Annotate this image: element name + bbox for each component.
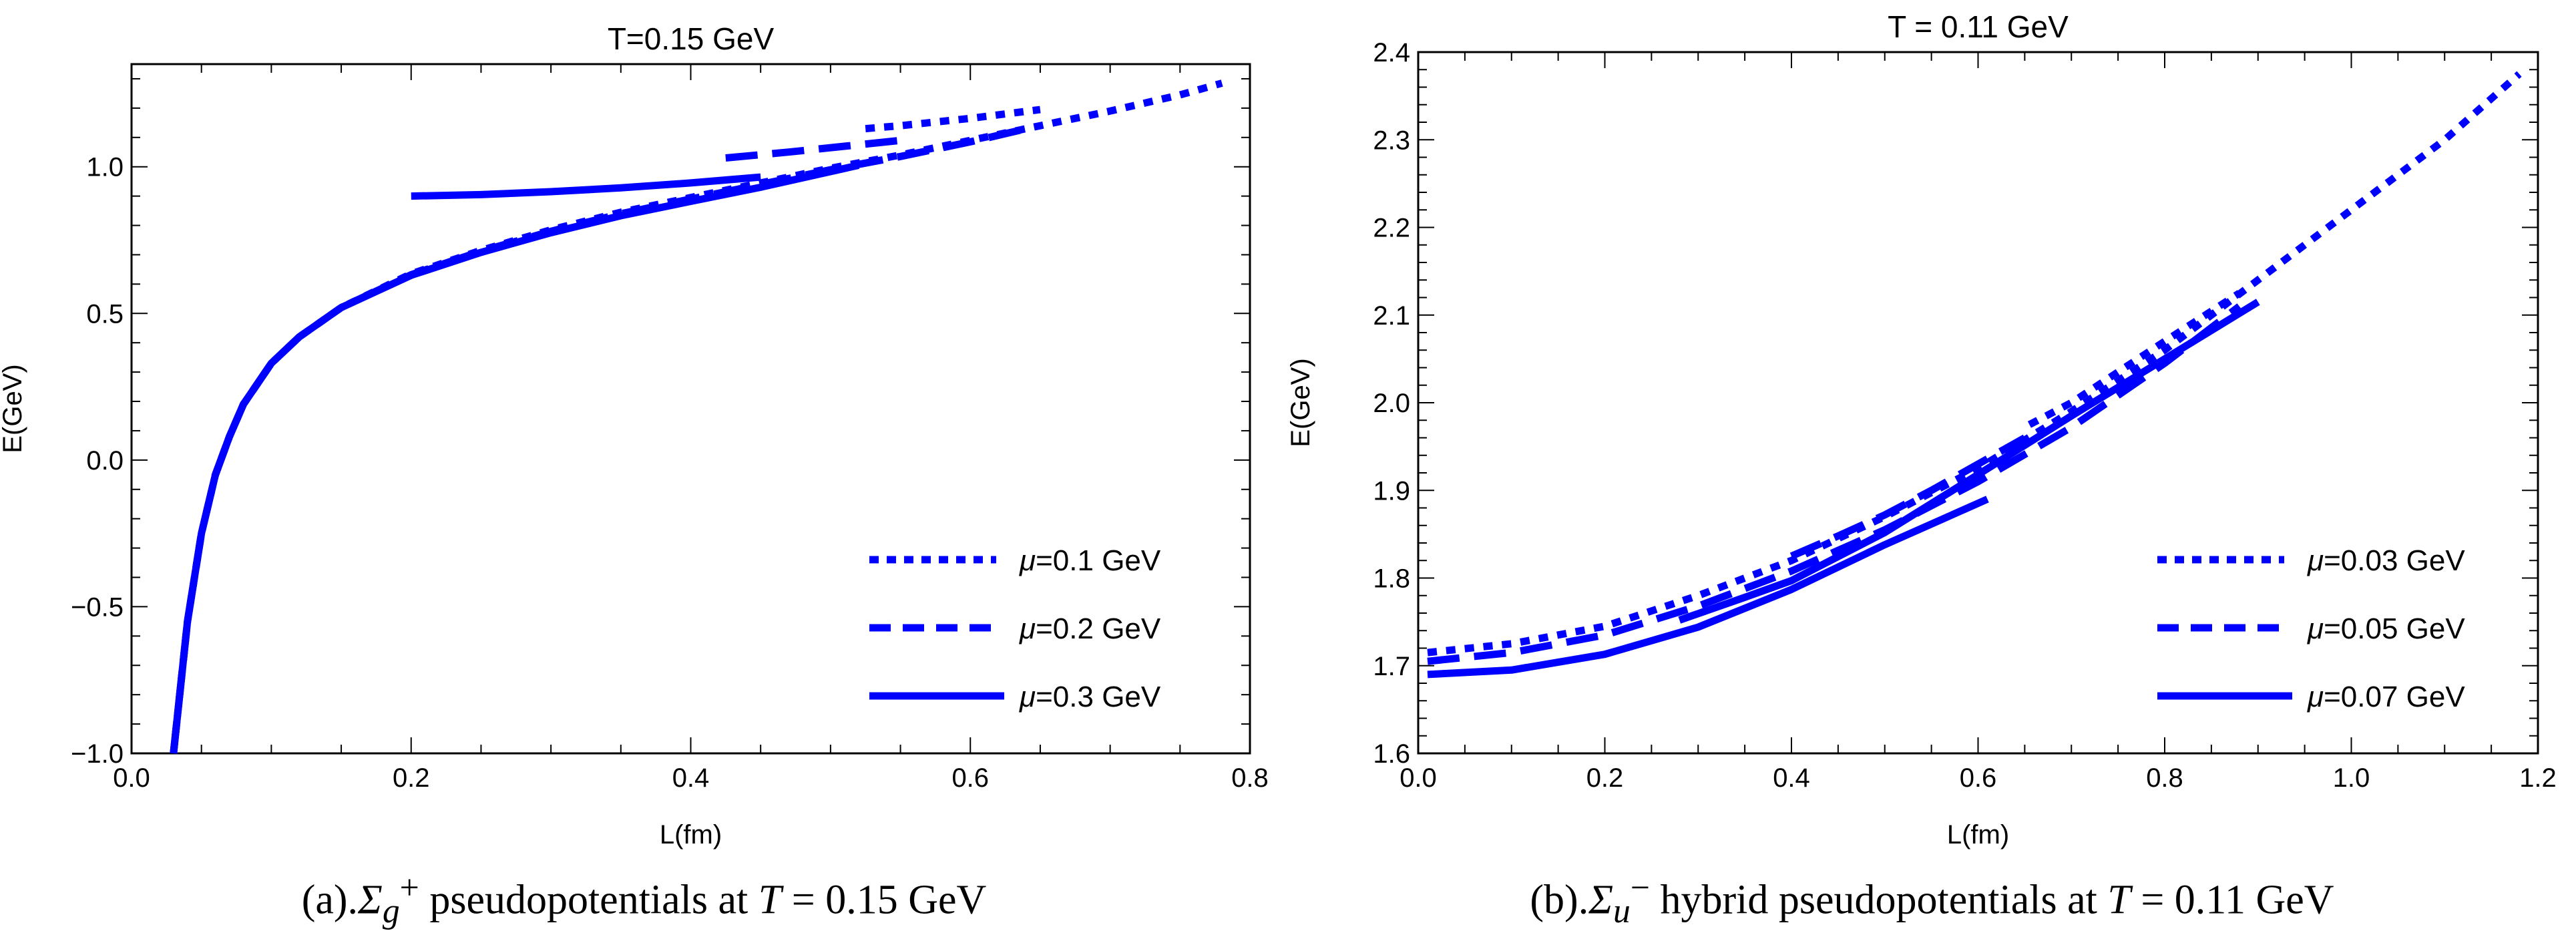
chart-a-y-tick-label: 0.0 (86, 446, 124, 476)
caption-b-sub: u (1613, 892, 1631, 931)
caption-b-var: T (2107, 877, 2131, 923)
chart-a-y-tick-label: −1.0 (71, 739, 124, 769)
caption-b-text: hybrid pseudopotentials at (1650, 877, 2108, 923)
chart-a-x-axis-label: L(fm) (660, 820, 722, 850)
chart-a-title: T=0.15 GeV (608, 21, 775, 56)
chart-b-series-0-branch-0 (1427, 71, 2522, 657)
chart-a-legend-label-1: μ=0.2 GeV (1019, 612, 1161, 645)
chart-b-x-tick-label: 0.0 (1400, 763, 1437, 793)
chart-a-series-2-branch-0 (170, 162, 860, 754)
caption-b: (b).Σu− hybrid pseudopotentials at T = 0… (1288, 868, 2576, 931)
caption-b-value: = 0.11 GeV (2130, 877, 2334, 923)
chart-b-y-axis-label: E(GeV) (1288, 358, 1315, 447)
chart-a-legend-label-0: μ=0.1 GeV (1019, 544, 1161, 577)
caption-a-value: = 0.15 GeV (781, 877, 987, 923)
chart-a-x-tick-label: 0.0 (113, 763, 150, 793)
chart-b-y-tick-label: 2.0 (1373, 389, 1410, 418)
panel-a: T=0.15 GeV 0.0 0.2 0.4 0.6 0.8 −1.0 −0.5 0.0 0.5 1… (0, 0, 1288, 930)
chart-b-y-tick-label: 2.4 (1373, 38, 1410, 67)
chart-a-y-axis-label: E(GeV) (0, 364, 27, 453)
chart-b-legend-label-1: μ=0.05 GeV (2307, 612, 2465, 645)
chart-b-series-0-branch-1 (2027, 290, 2241, 428)
chart-b-x-tick-label: 0.4 (1773, 763, 1810, 793)
chart-a-frame (130, 63, 1251, 755)
caption-b-symbol: Σ (1588, 877, 1614, 923)
panel-b: T = 0.11 GeV 0.0 0.2 0.4 0.6 0.8 1.0 1.2 1.6 1.7 1… (1288, 0, 2576, 930)
caption-b-prefix: (b). (1530, 877, 1589, 923)
chart-b-y-tick-label: 1.8 (1373, 564, 1410, 594)
chart-a-y-tick-label: 0.5 (86, 299, 124, 329)
caption-a-sub: g (382, 892, 400, 931)
chart-b-y-tick-label: 2.1 (1373, 301, 1410, 331)
caption-b-sup: − (1630, 869, 1651, 907)
chart-b-series-1-branch-1 (1789, 434, 2027, 560)
chart-a-x-tick-label: 0.8 (1231, 763, 1269, 793)
chart-b-y-tick-label: 1.7 (1373, 652, 1410, 681)
chart-b-x-tick-label: 1.2 (2519, 763, 2557, 793)
chart-b-x-tick-label: 0.2 (1586, 763, 1624, 793)
chart-b-x-axis-label: L(fm) (1947, 820, 2009, 850)
chart-b-x-tick-label: 0.8 (2146, 763, 2183, 793)
chart-b-frame (1417, 51, 2539, 755)
caption-a-prefix: (a). (301, 877, 358, 923)
chart-b-x-tick-label: 0.6 (1960, 763, 1997, 793)
chart-b-y-tick-label: 2.2 (1373, 214, 1410, 243)
chart-b-series-2-branch-0 (1427, 496, 1989, 679)
caption-a: (a).Σg+ pseudopotentials at T = 0.15 GeV (0, 868, 1288, 931)
chart-a-svg: T=0.15 GeV 0.0 0.2 0.4 0.6 0.8 −1.0 −0.5 0.0 0.5 1… (0, 21, 1269, 850)
chart-b-legend-label-0: μ=0.03 GeV (2307, 544, 2465, 577)
caption-a-sup: + (399, 869, 419, 907)
chart-a-legend-label-2: μ=0.3 GeV (1019, 681, 1161, 713)
chart-a-series-2-branch-1 (411, 173, 761, 200)
chart-b-series-2-branch-1 (1678, 299, 2260, 624)
caption-a-text: pseudopotentials at (419, 877, 759, 923)
chart-b-series-1-branch-0 (1427, 303, 2242, 665)
chart-a-x-tick-label: 0.4 (672, 763, 710, 793)
chart-a-series-1-branch-1 (725, 136, 901, 162)
chart-b-title: T = 0.11 GeV (1888, 9, 2069, 44)
chart-b-x-tick-label: 1.0 (2333, 763, 2370, 793)
chart-a-y-tick-label: 1.0 (86, 153, 124, 182)
chart-b-y-tick-label: 2.3 (1373, 126, 1410, 155)
caption-a-symbol: Σ (358, 877, 383, 923)
caption-a-var: T (758, 877, 782, 923)
chart-a-x-tick-label: 0.2 (393, 763, 430, 793)
chart-b-legend-label-2: μ=0.07 GeV (2307, 681, 2465, 713)
chart-a-x-tick-label: 0.6 (951, 763, 989, 793)
chart-a-y-tick-label: −0.5 (71, 592, 124, 622)
chart-a-series-0-branch-1 (865, 106, 1041, 133)
chart-b-y-tick-label: 1.9 (1373, 476, 1410, 506)
chart-b-svg: T = 0.11 GeV 0.0 0.2 0.4 0.6 0.8 1.0 1.2 1.6 1.7 1… (1288, 9, 2557, 850)
chart-b-y-tick-label: 1.6 (1373, 739, 1410, 769)
